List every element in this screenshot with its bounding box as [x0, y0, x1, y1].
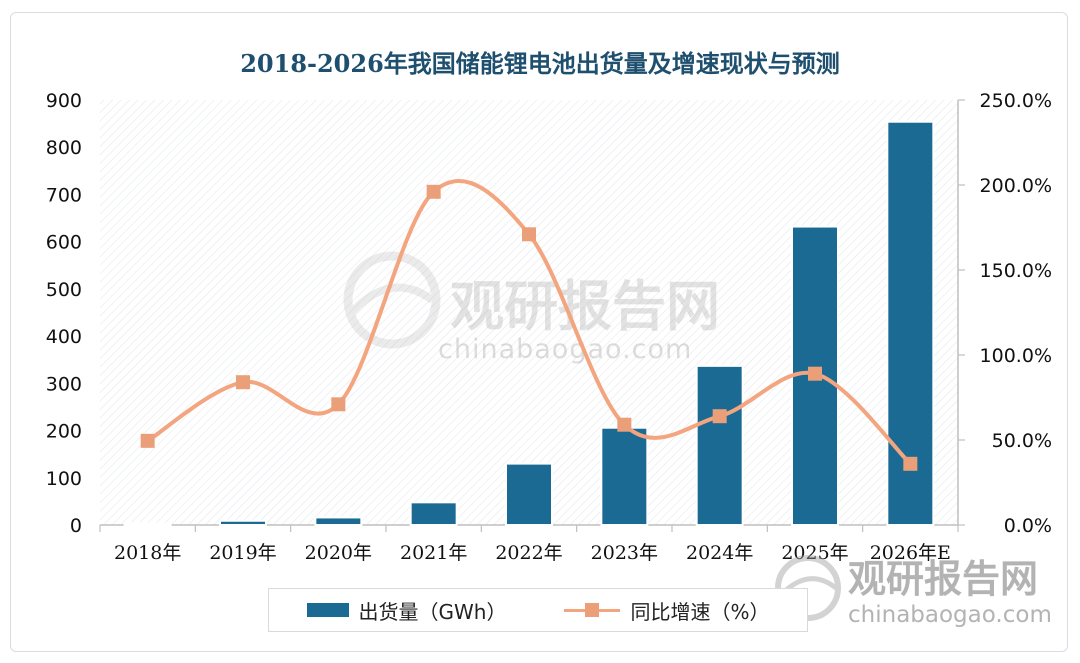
x-tick-label: 2019年 — [209, 542, 276, 564]
growth-point — [426, 184, 441, 199]
bar — [505, 462, 553, 527]
x-tick-label: 2023年 — [591, 542, 658, 564]
line-series — [140, 179, 918, 471]
left-axis-tick-label: 600 — [46, 232, 82, 254]
legend-label-shipments: 出货量（GWh） — [358, 599, 507, 624]
legend: 出货量（GWh） 同比增速（%） — [268, 588, 808, 632]
right-axis-tick-label: 100.0% — [980, 345, 1052, 367]
chart-title: 2018-2026年我国储能锂电池出货量及增速现状与预测 — [240, 49, 840, 78]
x-axis-labels: 2018年 2019年 2020年 2021年 2022年 2023年 2024年 2025年… — [114, 542, 951, 564]
left-axis-tick-label: 500 — [46, 279, 82, 301]
left-axis-tick-label: 900 — [46, 90, 82, 112]
left-axis-tick-label: 200 — [46, 421, 82, 443]
bar — [219, 519, 267, 526]
right-axis-tick-label: 0.0% — [1004, 515, 1052, 537]
bar — [123, 522, 172, 526]
growth-point — [808, 366, 822, 381]
legend-line-swatch — [564, 603, 621, 617]
left-axis-tick-label: 800 — [46, 137, 82, 159]
x-tick-label: 2026年E — [870, 542, 951, 564]
right-axis-tick-label: 50.0% — [992, 430, 1052, 452]
watermark-url-center: chinabaogao.com — [438, 334, 692, 365]
watermark-logo-center — [343, 251, 441, 349]
legend-bar-swatch — [306, 603, 349, 617]
growth-point — [712, 409, 727, 424]
watermark-url-corner: chinabaogao.com — [848, 602, 1052, 628]
x-tick-label: 2018年 — [114, 542, 181, 564]
growth-point — [140, 433, 155, 448]
watermark-brand-corner: 观研报告网 — [848, 557, 1038, 601]
growth-point — [903, 456, 918, 471]
left-axis-tick-label: 400 — [46, 326, 82, 348]
bar — [314, 516, 363, 527]
growth-point — [522, 227, 536, 242]
bar — [600, 426, 649, 527]
x-tick-label: 2021年 — [400, 542, 467, 564]
bar — [409, 501, 458, 527]
watermark-brand-center: 观研报告网 — [450, 275, 720, 338]
legend-item-growth: 同比增速（%） — [564, 596, 769, 625]
growth-point — [617, 417, 632, 432]
watermark-swoosh — [349, 283, 435, 315]
x-tick-label: 2022年 — [495, 542, 562, 564]
left-axis-tick-label: 300 — [46, 373, 82, 395]
growth-point — [236, 375, 250, 390]
left-axis-tick-label: 700 — [46, 184, 82, 206]
bar — [695, 364, 744, 526]
x-tick-label: 2025年 — [781, 542, 848, 564]
left-axis-tick-label: 100 — [46, 468, 82, 490]
watermark-ring — [343, 251, 441, 349]
left-axis-tick-label: 0 — [70, 515, 82, 537]
right-axis-tick-label: 200.0% — [980, 175, 1052, 197]
growth-point — [331, 397, 346, 412]
axes: 0 100 200 300 400 500 600 700 800 900 0.0% 50.0% 100… — [46, 90, 1052, 537]
right-axis-tick-label: 150.0% — [980, 260, 1052, 282]
legend-label-growth: 同比增速（%） — [630, 599, 770, 624]
right-axis-tick-label: 250.0% — [980, 90, 1052, 112]
x-tick-label: 2024年 — [686, 542, 753, 564]
legend-item-shipments: 出货量（GWh） — [306, 596, 507, 625]
x-tick-label: 2020年 — [305, 542, 372, 564]
